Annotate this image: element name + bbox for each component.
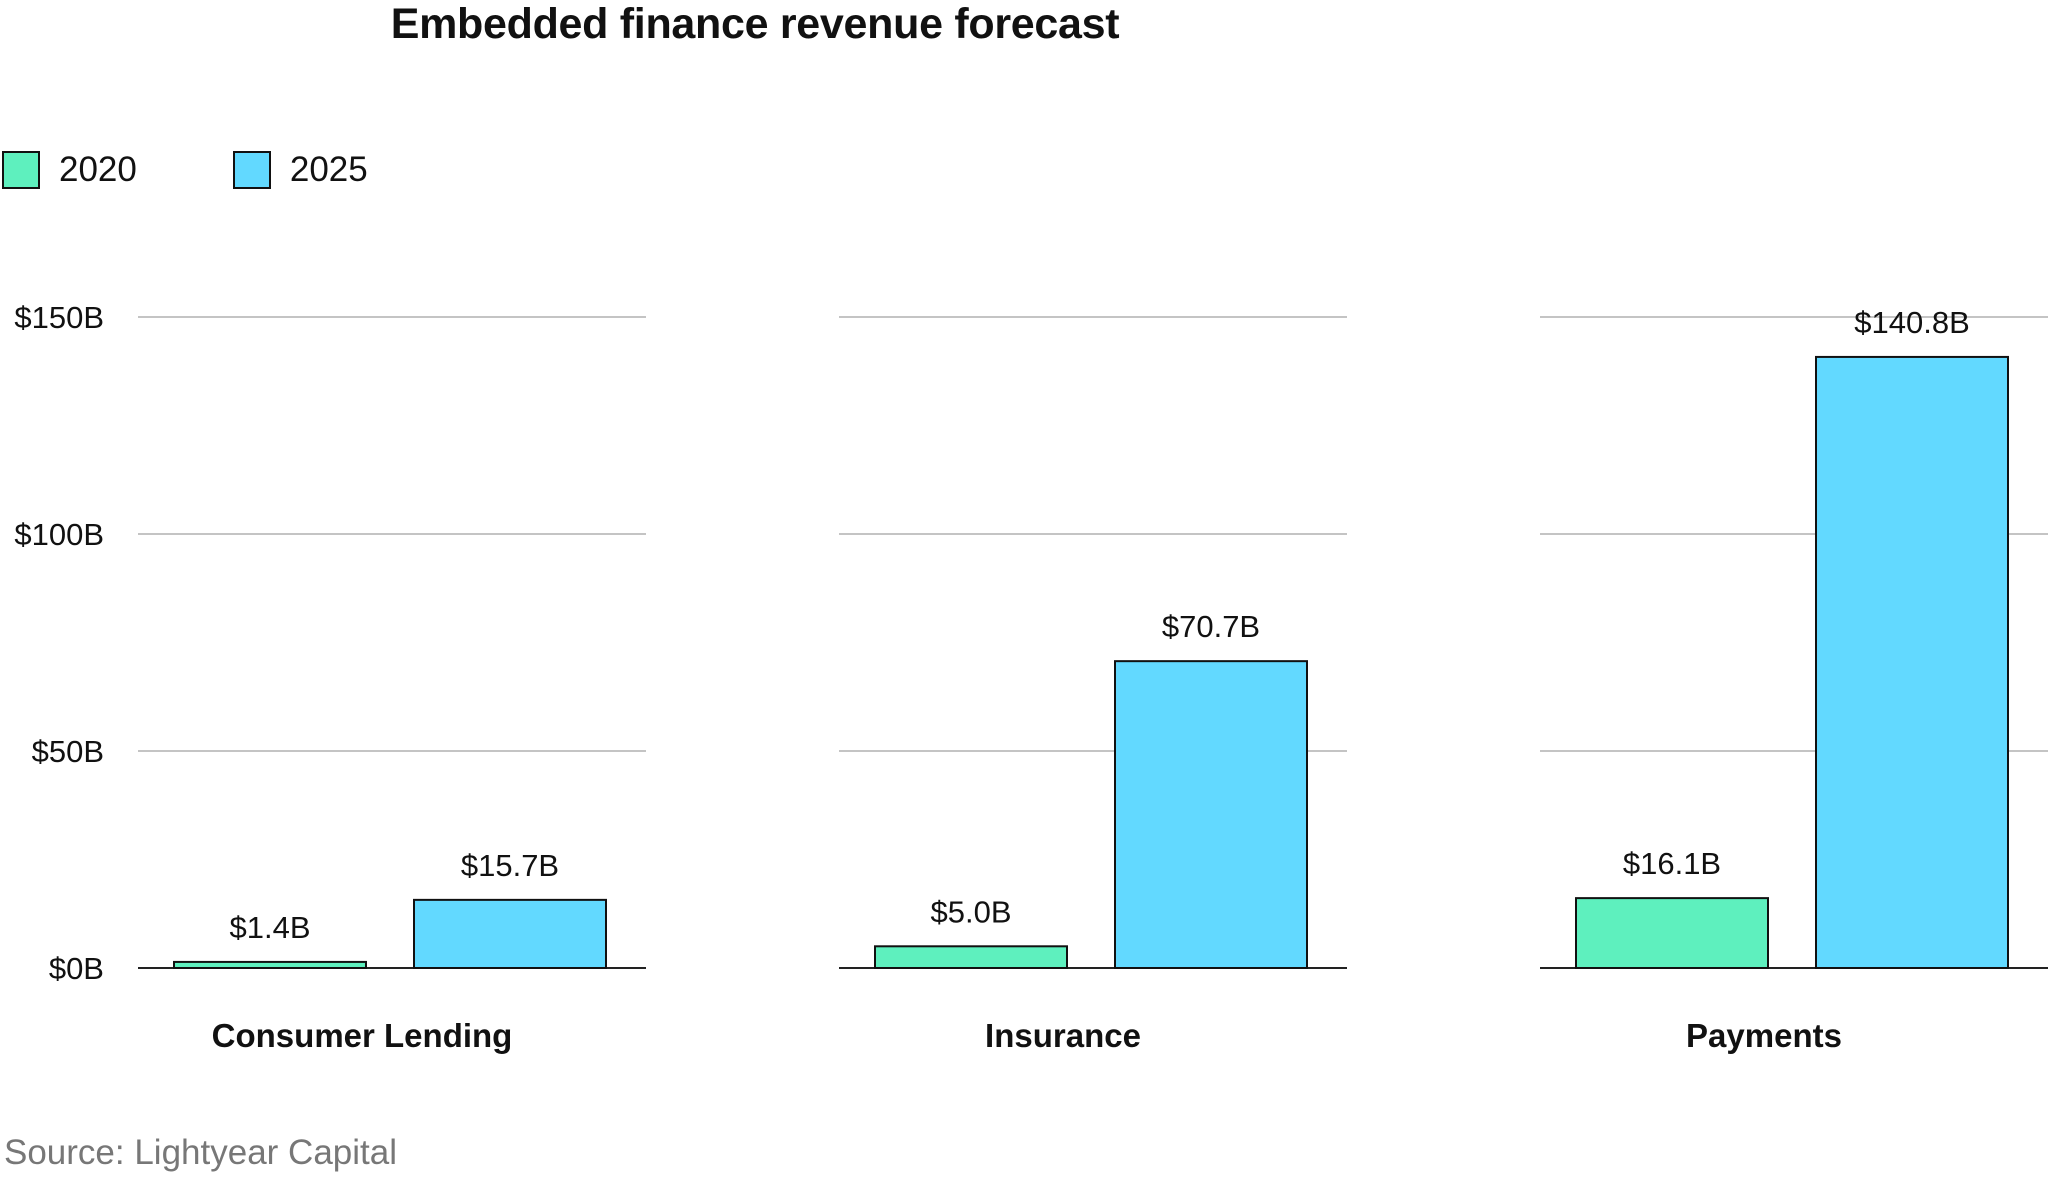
bar-2020-0 — [173, 960, 367, 970]
y-tick-label: $100B — [14, 517, 104, 552]
legend-item-2025: 2025 — [232, 150, 368, 190]
category-label: Payments — [1686, 1017, 1842, 1054]
y-tick-label: $0B — [49, 951, 104, 986]
category-label: Insurance — [985, 1017, 1141, 1054]
legend-item-2020: 2020 — [2, 150, 137, 190]
chart-title: Embedded finance revenue forecast — [390, 0, 1120, 48]
y-tick-label: $50B — [32, 734, 104, 769]
legend-swatch-2025 — [232, 151, 271, 189]
y-tick-label: $150B — [14, 300, 104, 335]
bar-2025-1 — [1114, 660, 1308, 969]
legend-label-2020: 2020 — [59, 150, 137, 189]
source-note: Source: Lightyear Capital — [4, 1133, 397, 1172]
data-label: $16.1B — [1623, 846, 1721, 881]
data-label: $140.8B — [1854, 305, 1970, 340]
data-label: $5.0B — [930, 894, 1011, 929]
category-label: Consumer Lending — [212, 1017, 513, 1054]
legend-swatch-2020 — [2, 151, 40, 189]
legend: 2020 2025 — [2, 146, 464, 194]
bar-2025-2 — [1815, 355, 2009, 970]
data-label: $1.4B — [229, 910, 310, 945]
data-label: $15.7B — [461, 848, 559, 883]
bar-2020-1 — [874, 945, 1068, 969]
bar-2025-0 — [413, 898, 607, 969]
bar-2020-2 — [1575, 897, 1769, 969]
legend-label-2025: 2025 — [289, 150, 368, 189]
data-label: $70.7B — [1162, 609, 1260, 644]
